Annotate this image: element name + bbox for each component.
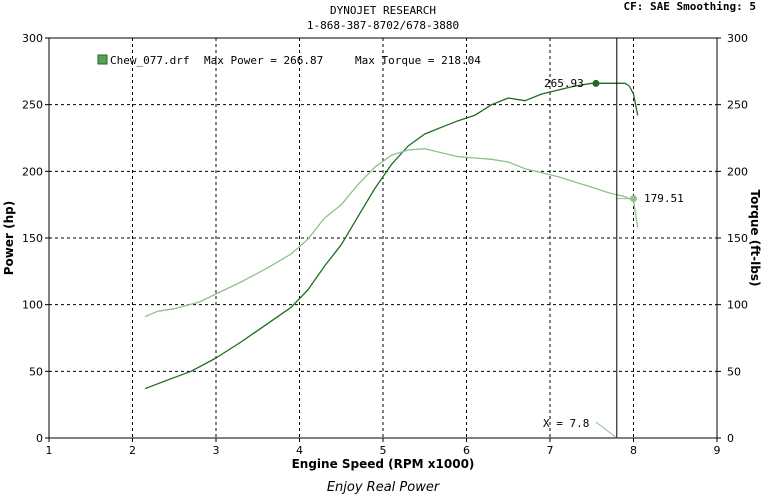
x-tick-label: 3 — [213, 444, 220, 457]
y-tick-label: 150 — [22, 232, 43, 245]
y2-tick-label: 200 — [727, 165, 748, 178]
grid-lines — [45, 37, 721, 442]
y2-axis-title: Torque (ft-lbs) — [748, 190, 762, 287]
legend-run-name: Chew_077.drf — [110, 54, 189, 67]
y-axis-title: Power (hp) — [2, 201, 16, 275]
x-readout-leader — [595, 421, 618, 439]
x-tick-label: 2 — [129, 444, 136, 457]
settings-label: CF: SAE Smoothing: 5 — [623, 0, 756, 13]
footer-tagline: Enjoy Real Power — [327, 480, 441, 495]
x-tick-label: 6 — [463, 444, 470, 457]
company-phone: 1-868-387-8702/678-3880 — [306, 19, 460, 32]
y2-tick-labels: 0 50 100 150 200 250 300 — [727, 32, 748, 445]
x-tick-label: 1 — [46, 444, 53, 457]
cursor-torque-readout: 179.51 — [644, 192, 684, 205]
legend-swatch — [97, 54, 108, 65]
x-tick-labels: 1 2 3 4 5 6 7 8 9 — [46, 444, 721, 457]
y2-tick-label: 250 — [727, 99, 748, 112]
legend-max-power: Max Power = 266.87 — [204, 54, 323, 67]
y-tick-label: 0 — [36, 432, 43, 445]
x-tick-label: 5 — [380, 444, 387, 457]
y-tick-label: 200 — [22, 165, 43, 178]
series-lines — [144, 79, 639, 439]
x-tick-label: 7 — [547, 444, 554, 457]
y-tick-labels: 0 50 100 150 200 250 300 — [22, 32, 43, 445]
company-title: DYNOJET RESEARCH — [330, 4, 436, 17]
y2-tick-label: 300 — [727, 32, 748, 45]
series-line-torque — [144, 148, 639, 318]
x-tick-label: 4 — [296, 444, 303, 457]
torque-readout-marker — [630, 195, 637, 203]
x-tick-label: 9 — [714, 444, 721, 457]
y2-tick-label: 0 — [727, 432, 734, 445]
cursor-x-label: X = 7.8 — [543, 417, 589, 430]
y-tick-label: 250 — [22, 99, 43, 112]
y2-tick-label: 50 — [727, 365, 741, 378]
y2-tick-label: 150 — [727, 232, 748, 245]
x-tick-label: 8 — [630, 444, 637, 457]
y2-tick-label: 100 — [727, 299, 748, 312]
cursor-power-readout: 265.93 — [544, 77, 584, 90]
y-tick-label: 300 — [22, 32, 43, 45]
y-tick-label: 50 — [29, 365, 43, 378]
y-tick-label: 100 — [22, 299, 43, 312]
legend-max-torque: Max Torque = 218.04 — [355, 54, 481, 67]
x-axis-title: Engine Speed (RPM x1000) — [292, 457, 475, 471]
power-readout-marker — [592, 79, 600, 87]
